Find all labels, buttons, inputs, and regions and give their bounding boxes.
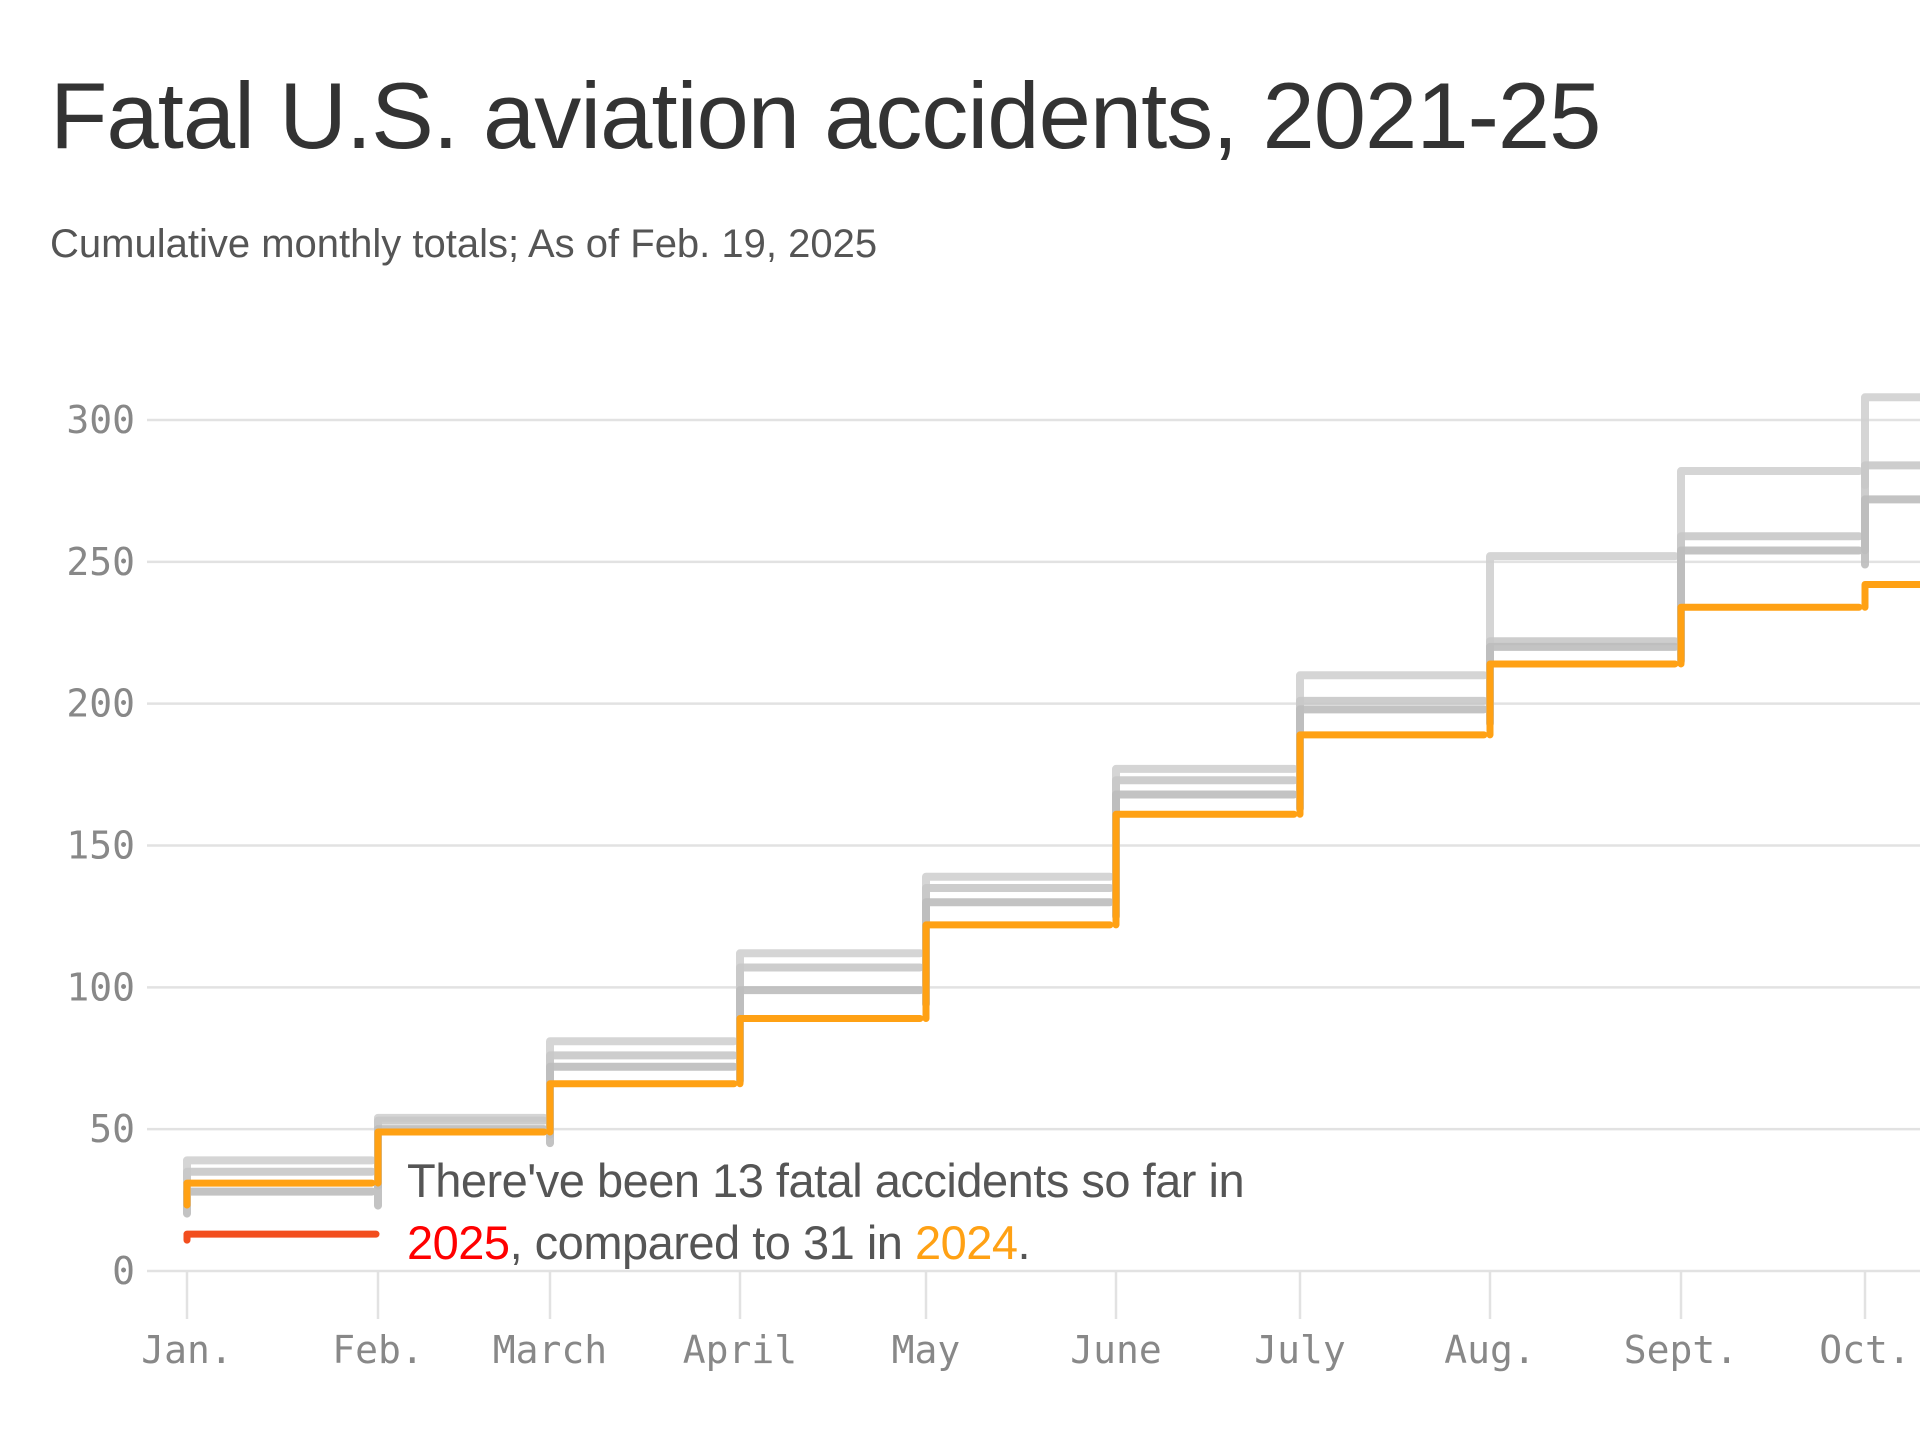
x-tick-label: June bbox=[1070, 1328, 1162, 1372]
x-tick-label: March bbox=[493, 1328, 607, 1372]
series-2024-line bbox=[183, 581, 1920, 1209]
y-tick-label: 200 bbox=[66, 682, 135, 726]
y-tick-label: 300 bbox=[66, 398, 135, 442]
y-tick-label: 150 bbox=[66, 824, 135, 868]
chart-annotation: There've been 13 fatal accidents so far … bbox=[407, 1150, 1245, 1274]
x-tick-label: Sept. bbox=[1624, 1328, 1738, 1372]
x-tick-label: July bbox=[1254, 1328, 1346, 1372]
annotation-text: . bbox=[1017, 1216, 1031, 1269]
y-tick-label: 0 bbox=[112, 1249, 135, 1293]
x-tick-label: Oct. bbox=[1819, 1328, 1911, 1372]
x-tick-label: Jan. bbox=[141, 1328, 233, 1372]
annotation-text: There've been 13 fatal accidents so far … bbox=[407, 1154, 1245, 1207]
series-gray-line bbox=[183, 495, 1920, 1218]
y-tick-label: 50 bbox=[89, 1107, 135, 1151]
x-tick-label: May bbox=[892, 1328, 961, 1372]
x-tick-label: April bbox=[683, 1328, 797, 1372]
series-gray-line bbox=[183, 461, 1920, 1198]
chart-subtitle: Cumulative monthly totals; As of Feb. 19… bbox=[50, 222, 878, 266]
chart-title: Fatal U.S. aviation accidents, 2021-25 bbox=[50, 63, 1601, 168]
series-gray-line bbox=[183, 393, 1920, 1187]
annotation-year-2024: 2024 bbox=[914, 1216, 1018, 1269]
series-2025-line bbox=[183, 1230, 380, 1244]
x-tick-label: Aug. bbox=[1444, 1328, 1536, 1372]
annotation-year-2025: 2025 bbox=[407, 1216, 510, 1269]
y-tick-label: 100 bbox=[66, 965, 135, 1009]
y-tick-label: 250 bbox=[66, 540, 135, 584]
annotation-text: , compared to 31 in bbox=[509, 1216, 915, 1269]
x-tick-label: Feb. bbox=[332, 1328, 424, 1372]
